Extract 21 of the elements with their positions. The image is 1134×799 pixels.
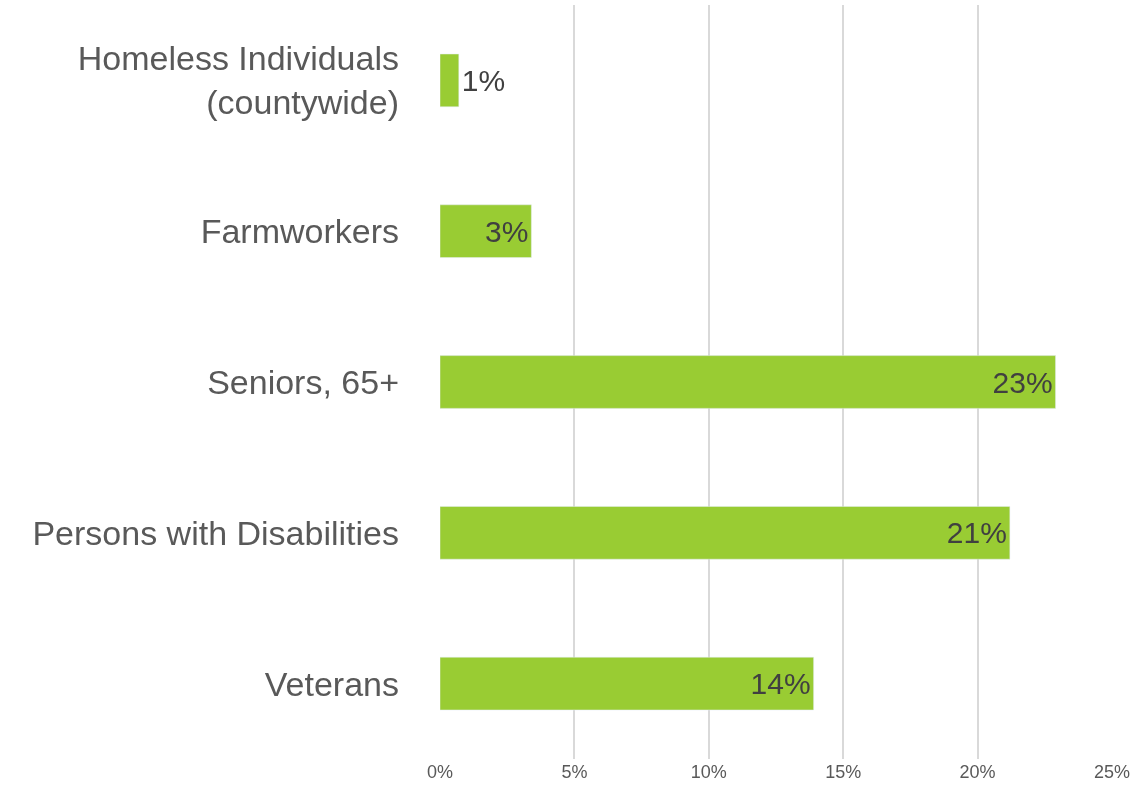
x-tick-label: 15%	[825, 762, 862, 782]
y-tick-label: Veterans	[264, 664, 399, 703]
bar	[440, 204, 532, 258]
y-tick-label: Farmworkers	[200, 212, 399, 251]
data-label: 23%	[992, 365, 1053, 399]
x-tick-label: 20%	[959, 762, 996, 782]
bar	[440, 506, 1011, 560]
x-tick-label: 25%	[1093, 762, 1131, 782]
y-tick-label: Seniors, 65+	[207, 362, 399, 401]
data-label: 14%	[750, 667, 811, 701]
data-label: 21%	[946, 516, 1007, 550]
data-label: 1%	[461, 63, 506, 97]
x-tick-label: 0%	[426, 762, 454, 782]
y-tick-label: Persons with Disabilities	[32, 513, 399, 552]
x-tick-label: 5%	[561, 762, 588, 782]
bar	[440, 355, 1056, 409]
data-label: 3%	[485, 214, 529, 248]
x-tick-label: 10%	[690, 762, 727, 782]
y-tick-label: Homeless Individuals (countywide)	[77, 39, 399, 122]
bar	[440, 656, 814, 711]
bar	[440, 53, 460, 108]
